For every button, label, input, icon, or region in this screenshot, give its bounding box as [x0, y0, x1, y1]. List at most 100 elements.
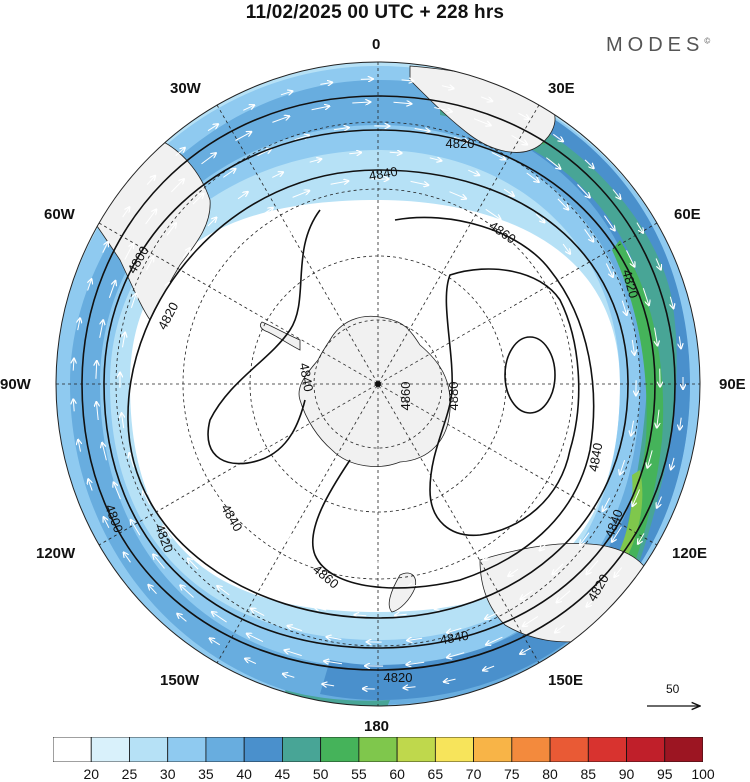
wind-arrow — [447, 570, 464, 578]
wind-arrow — [557, 590, 571, 603]
wind-arrow — [229, 399, 231, 411]
wind-arrow — [586, 598, 596, 606]
wind-arrow — [410, 180, 429, 185]
wind-arrow — [255, 512, 267, 523]
colorbar-tick-label: 90 — [618, 766, 635, 782]
wind-arrow — [217, 586, 230, 596]
wind-arrow — [175, 148, 185, 156]
meridian-60b — [98, 222, 658, 546]
wind-arrow — [227, 232, 241, 245]
wind-arrow — [614, 567, 623, 578]
wind-arrow — [226, 522, 239, 535]
wind-arrow — [429, 158, 442, 161]
contour-label: 4840 — [368, 164, 399, 184]
wind-arrow — [621, 300, 626, 315]
wind-arrow — [389, 152, 402, 153]
vector-reference-label: 50 — [666, 682, 680, 696]
wind-arrow — [503, 188, 514, 196]
wind-arrow — [584, 278, 590, 289]
wind-arrow — [202, 261, 213, 277]
wind-arrow — [272, 116, 289, 123]
colorbar-segment — [626, 737, 666, 762]
contour-4860b — [311, 216, 595, 589]
wind-arrow — [228, 481, 238, 494]
brand-text: MODES — [606, 34, 705, 56]
wind-arrow — [442, 513, 453, 520]
wind-arrow — [584, 229, 594, 241]
wind-arrow — [257, 208, 273, 219]
wind-arrow — [315, 607, 327, 610]
wind-arrow — [102, 242, 108, 253]
wind-arrow — [620, 460, 626, 474]
contour-label: 4860 — [398, 382, 413, 411]
brand-logo: MODES© — [606, 34, 710, 57]
wind-arrow — [483, 549, 499, 560]
wind-arrow — [88, 479, 92, 491]
wind-arrow — [147, 401, 148, 413]
meridian-30b — [216, 104, 540, 664]
new-zealand — [388, 572, 417, 613]
wind-arrow — [485, 611, 499, 619]
wind-arrow — [632, 339, 634, 355]
wind-arrow — [283, 674, 295, 678]
wind-arrow — [104, 517, 110, 529]
wind-arrow — [207, 218, 216, 227]
wind-arrow — [523, 615, 539, 626]
colorbar-tick-label: 65 — [427, 766, 444, 782]
map-border — [55, 61, 701, 707]
wind-arrow — [124, 553, 131, 563]
wind-arrow — [102, 443, 107, 461]
wind-arrow — [584, 159, 594, 168]
wind-arrow — [516, 523, 529, 537]
wind-arrow — [352, 102, 370, 103]
wind-arrow — [401, 80, 414, 81]
wind-arrow — [603, 215, 614, 231]
wind-arrow — [175, 414, 178, 432]
contour-label: 4880 — [446, 382, 461, 411]
wind-arrow — [88, 279, 92, 291]
wind-arrow — [114, 482, 121, 500]
colorbar-tick-label: 30 — [159, 766, 176, 782]
wind-arrow — [642, 287, 649, 305]
wind-arrow — [475, 269, 485, 278]
wind-arrow — [235, 132, 252, 141]
wind-arrow — [480, 96, 492, 101]
wind-arrow — [277, 229, 291, 238]
wind-arrow — [311, 106, 330, 111]
wind-arrow — [212, 612, 227, 623]
wind-arrow — [166, 223, 176, 236]
wind-arrow — [513, 487, 524, 500]
map-title: 11/02/2025 00 UTC + 228 hrs — [245, 2, 505, 23]
wind-arrow — [485, 208, 501, 219]
wind-arrow — [483, 518, 496, 528]
colorbar-tick-label: 20 — [83, 766, 100, 782]
wind-arrow — [108, 281, 115, 298]
wind-arrow — [577, 416, 582, 435]
wind-arrow — [153, 441, 156, 453]
wind-arrow — [277, 593, 288, 599]
wind-arrow — [146, 360, 147, 373]
wind-arrow — [73, 359, 74, 371]
wind-arrow — [609, 395, 610, 408]
wind-arrow — [441, 247, 453, 254]
wind-arrow — [362, 533, 374, 534]
wind-arrow — [473, 590, 484, 596]
wind-arrow — [285, 650, 302, 657]
colorbar-tick-label: 100 — [691, 766, 715, 782]
wind-arrow — [449, 191, 467, 199]
wind-arrow — [163, 527, 172, 539]
wind-arrow — [530, 292, 538, 305]
wind-arrow — [557, 198, 568, 210]
wind-arrow — [242, 572, 253, 580]
contour-label: 4840 — [586, 442, 606, 473]
wind-arrow — [526, 172, 539, 182]
contour-4840 — [127, 169, 629, 619]
wind-arrow — [603, 497, 611, 511]
colorbar-tick-label: 95 — [656, 766, 673, 782]
wind-arrow — [655, 327, 658, 346]
colorbar-segment — [358, 737, 398, 762]
contour-4880 — [429, 268, 580, 537]
wind-arrow — [171, 179, 184, 193]
colorbar-segment — [167, 737, 207, 762]
wind-arrow — [545, 157, 560, 169]
